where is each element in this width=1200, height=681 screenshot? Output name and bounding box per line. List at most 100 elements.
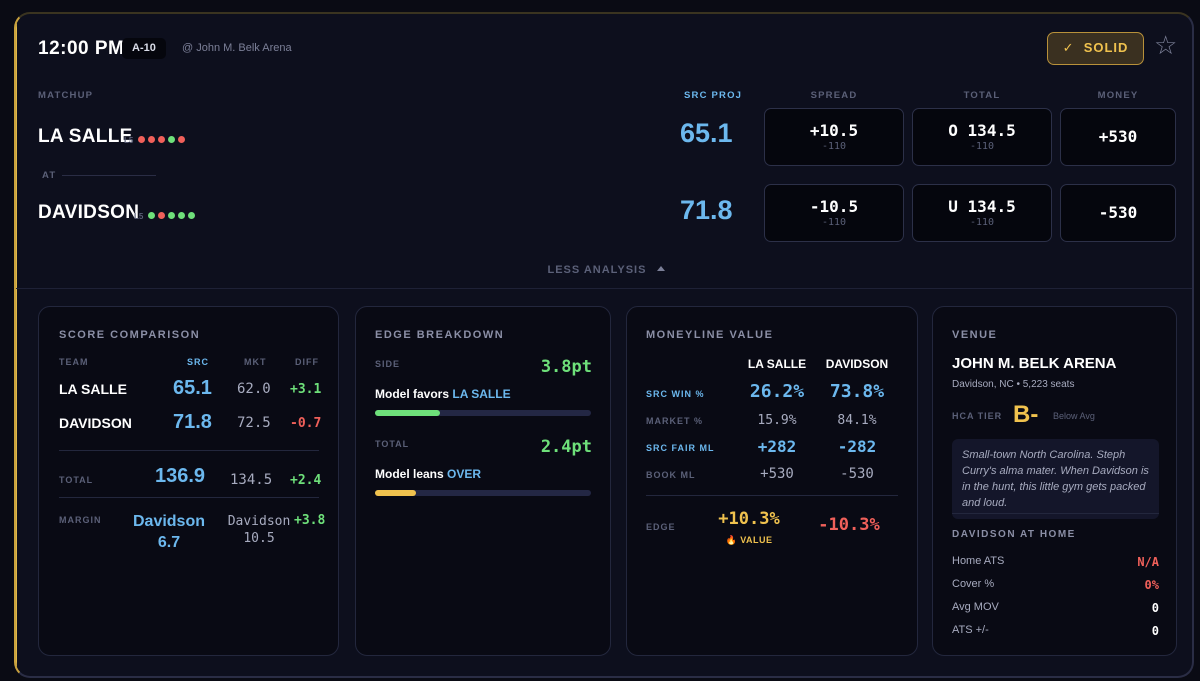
- home-stat-value: N/A: [1137, 555, 1159, 569]
- table-cell-mkt: 72.5: [237, 415, 271, 431]
- divider: [59, 497, 319, 498]
- less-analysis-toggle[interactable]: LESS ANALYSIS: [16, 264, 1192, 276]
- fair-ml-a: +282: [757, 437, 797, 456]
- row-label: MARKET %: [646, 416, 703, 426]
- hca-label: HCA TIER: [952, 411, 1003, 421]
- src-win-b: 73.8%: [829, 381, 885, 402]
- section-divider: [16, 288, 1192, 289]
- total-diff: +2.4: [290, 473, 322, 488]
- table-cell-diff: -0.7: [290, 416, 322, 431]
- col-diff: DIFF: [295, 357, 319, 367]
- row-label: SRC FAIR ML: [646, 443, 715, 453]
- total-edge-bar: [375, 490, 591, 496]
- away-projection: 65.1: [680, 118, 733, 148]
- market-b: 84.1%: [837, 413, 877, 428]
- confidence-label: SOLID: [1083, 40, 1129, 55]
- star-icon[interactable]: ☆: [1154, 30, 1178, 60]
- panel-title: VENUE: [952, 329, 998, 341]
- over-total-line[interactable]: O 134.5 -110: [912, 108, 1052, 166]
- fair-ml-b: -282: [837, 437, 877, 456]
- l5-label: L5: [134, 212, 144, 221]
- home-stat-label: Home ATS: [952, 555, 1005, 567]
- home-projection: 71.8: [680, 195, 733, 225]
- table-row-team: DAVIDSON: [59, 415, 132, 431]
- team-a-header: LA SALLE: [747, 357, 807, 371]
- src-win-a: 26.2%: [749, 381, 805, 402]
- hca-desc: Below Avg: [1053, 411, 1095, 421]
- total-src: 136.9: [155, 465, 206, 487]
- win-dot: [187, 212, 195, 219]
- margin-label: MARGIN: [59, 515, 102, 525]
- total-text: Model leans OVER: [375, 467, 482, 481]
- side-edge-bar: [375, 410, 591, 416]
- confidence-badge[interactable]: ✓ SOLID: [1047, 32, 1144, 65]
- spread-header: SPREAD: [810, 90, 858, 101]
- hca-grade: B-: [1013, 401, 1039, 428]
- score-comparison-panel: SCORE COMPARISON TEAM SRC MKT DIFF LA SA…: [38, 306, 339, 656]
- book-ml-b: -530: [840, 466, 874, 482]
- away-form: L5: [124, 130, 188, 148]
- fire-icon: 🔥: [725, 535, 738, 545]
- divider: [59, 450, 319, 451]
- home-team-name[interactable]: DAVIDSON: [38, 202, 140, 223]
- col-mkt: MKT: [244, 357, 267, 367]
- chevron-up-icon: [656, 266, 665, 271]
- edge-a: +10.3%: [718, 509, 780, 529]
- side-text: Model favors LA SALLE: [375, 387, 511, 401]
- home-stat-value: 0: [1151, 624, 1159, 638]
- total-mkt: 134.5: [230, 472, 273, 488]
- under-total-line[interactable]: U 134.5 -110: [912, 184, 1052, 242]
- venue-name: JOHN M. BELK ARENA: [952, 355, 1117, 372]
- win-dot: [177, 212, 185, 219]
- col-src: SRC: [187, 357, 210, 367]
- home-form: L5: [134, 206, 198, 224]
- game-card: 12:00 PM A-10 @ John M. Belk Arena ✓ SOL…: [14, 12, 1194, 678]
- away-spread-line[interactable]: +10.5 -110: [764, 108, 904, 166]
- loss-dot: [157, 136, 165, 143]
- edge-label: EDGE: [646, 522, 676, 532]
- venue-label: @ John M. Belk Arena: [182, 42, 292, 54]
- margin-diff: +3.8: [294, 513, 326, 528]
- loss-dot: [177, 136, 185, 143]
- home-stat-value: 0%: [1144, 578, 1159, 592]
- edge-b: -10.3%: [818, 515, 880, 535]
- check-icon: ✓: [1062, 40, 1075, 55]
- home-stats-title: DAVIDSON AT HOME: [952, 529, 1076, 540]
- venue-blurb: Small-town North Carolina. Steph Curry's…: [952, 439, 1159, 519]
- home-spread-line[interactable]: -10.5 -110: [764, 184, 904, 242]
- table-cell-mkt: 62.0: [237, 381, 271, 397]
- book-ml-a: +530: [760, 466, 794, 482]
- row-label: BOOK ML: [646, 470, 696, 480]
- away-moneyline[interactable]: +530: [1060, 108, 1176, 166]
- total-value: 2.4pt: [540, 437, 592, 457]
- home-stat-label: Cover %: [952, 578, 995, 590]
- win-dot: [167, 212, 175, 219]
- total-label: TOTAL: [59, 475, 94, 485]
- conference-badge: A-10: [122, 38, 166, 59]
- home-stat-value: 0: [1151, 601, 1159, 615]
- edge-breakdown-panel: EDGE BREAKDOWN SIDE 3.8pt Model favors L…: [355, 306, 611, 656]
- src-proj-header: SRC PROJ: [684, 90, 743, 101]
- team-b-header: DAVIDSON: [825, 357, 889, 371]
- money-header: MONEY: [1097, 90, 1139, 101]
- matchup-header: MATCHUP: [38, 90, 94, 101]
- venue-panel: VENUE JOHN M. BELK ARENA Davidson, NC • …: [932, 306, 1177, 656]
- panel-title: EDGE BREAKDOWN: [375, 329, 505, 341]
- home-moneyline[interactable]: -530: [1060, 184, 1176, 242]
- at-divider: [62, 175, 156, 176]
- table-cell-src: 65.1: [173, 377, 212, 399]
- total-header: TOTAL: [963, 90, 1001, 101]
- l5-label: L5: [124, 136, 134, 145]
- total-label: TOTAL: [375, 439, 410, 449]
- venue-location: Davidson, NC • 5,223 seats: [952, 379, 1075, 390]
- home-stat-label: Avg MOV: [952, 601, 999, 613]
- loss-dot: [137, 136, 145, 143]
- value-tag: 🔥 VALUE: [725, 535, 773, 545]
- loss-dot: [147, 136, 155, 143]
- panel-title: MONEYLINE VALUE: [646, 329, 774, 341]
- side-label: SIDE: [375, 359, 401, 369]
- away-team-name[interactable]: LA SALLE: [38, 126, 133, 147]
- home-stat-label: ATS +/-: [952, 624, 989, 636]
- table-cell-src: 71.8: [173, 411, 212, 433]
- game-time: 12:00 PM: [38, 38, 125, 59]
